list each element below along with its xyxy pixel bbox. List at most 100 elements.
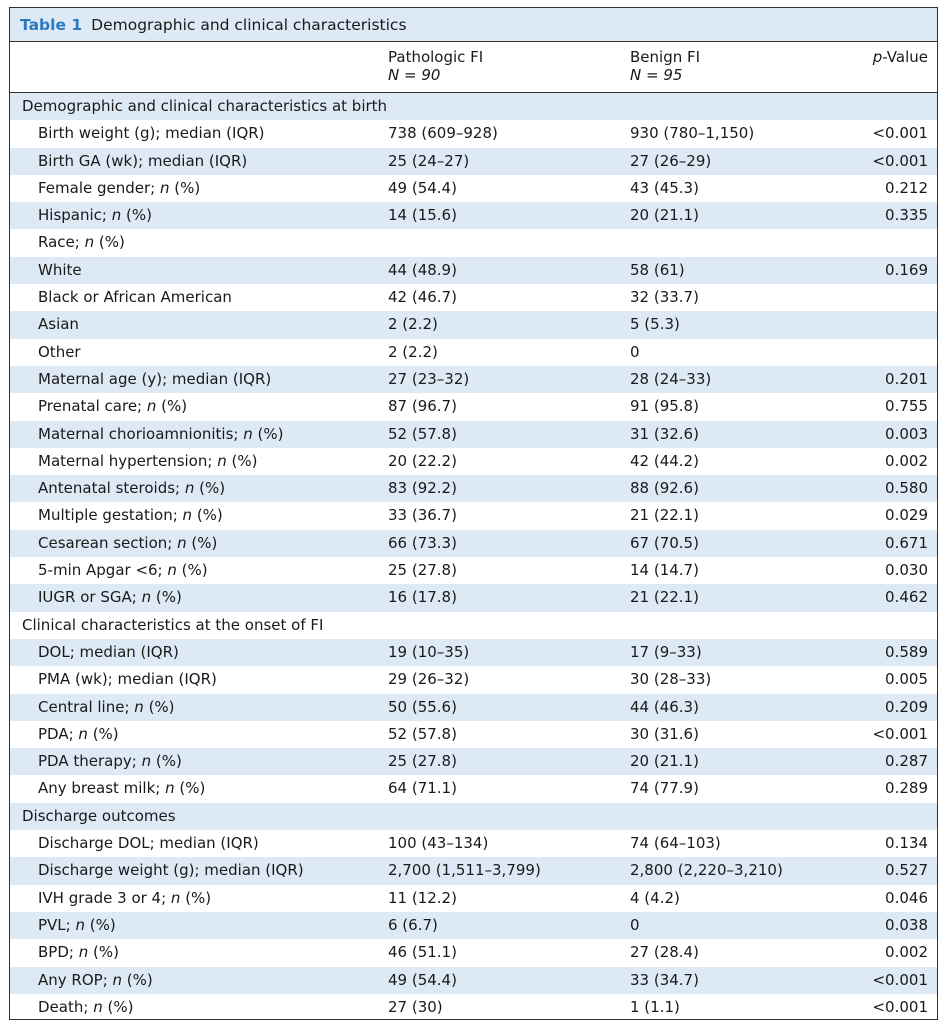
value-p: 0.002: [885, 451, 928, 470]
row-label-italic: n: [160, 178, 170, 197]
row-label-text: Death;: [38, 997, 94, 1016]
value-p: 0.005: [885, 670, 928, 689]
value-benign: 91 (95.8): [630, 397, 699, 416]
value-benign: 88 (92.6): [630, 479, 699, 498]
value-benign: 14 (14.7): [630, 561, 699, 580]
row-label-text: Black or African American: [38, 288, 232, 307]
header-pvalue-italic: p: [872, 48, 883, 66]
value-pathologic: 42 (46.7): [388, 288, 457, 307]
row-label-text: Cesarean section;: [38, 533, 178, 552]
value-p: 0.038: [885, 915, 928, 934]
table-row: Black or African American 42 (46.7) 32 (33…: [10, 284, 937, 311]
row-label-text: Hispanic;: [38, 206, 112, 225]
table-row: Central line; n (%) 50 (55.6) 44 (46.3) 0.2…: [10, 693, 937, 721]
table-row: White 44 (48.9) 58 (61) 0.169: [10, 256, 937, 285]
row-label-tail: (%): [151, 588, 182, 607]
value-p: 0.671: [885, 533, 928, 552]
row-label-tail: (%): [87, 724, 119, 743]
row-label: IVH grade 3 or 4; n (%): [38, 885, 211, 912]
row-label: IUGR or SGA; n (%): [38, 584, 182, 611]
header-pvalue-rest: -Value: [882, 48, 928, 66]
row-label-italic: n: [112, 970, 123, 989]
row-label-italic: n: [182, 506, 193, 525]
row-label: PDA; n (%): [38, 721, 119, 748]
value-pathologic: 2 (2.2): [388, 315, 438, 334]
value-pathologic: 50 (55.6): [388, 697, 457, 716]
value-benign: 42 (44.2): [630, 451, 699, 470]
header-pathologic-label: Pathologic FI: [388, 48, 484, 66]
row-label-tail: (%): [102, 997, 134, 1016]
value-pathologic: 27 (30): [388, 997, 443, 1016]
value-benign: 43 (45.3): [630, 178, 699, 197]
row-label-tail: (%): [143, 697, 175, 716]
row-label-text: Multiple gestation;: [38, 506, 183, 525]
row-label-italic: n: [184, 479, 195, 498]
value-pathologic: 2 (2.2): [388, 342, 438, 361]
value-p: 0.201: [885, 369, 928, 388]
value-benign: 30 (31.6): [630, 724, 699, 743]
table-row: PDA; n (%) 52 (57.8) 30 (31.6) <0.001: [10, 721, 937, 748]
row-label-tail: (%): [121, 206, 152, 225]
value-benign: 4 (4.2): [630, 888, 680, 907]
row-label: Discharge weight (g); median (IQR): [38, 857, 304, 884]
value-benign: 27 (28.4): [630, 943, 699, 962]
value-p: 0.169: [885, 260, 928, 279]
row-label: PMA (wk); median (IQR): [38, 666, 217, 693]
table-row: PMA (wk); median (IQR) 29 (26–32) 30 (28–3…: [10, 666, 937, 693]
row-label-italic: n: [141, 752, 152, 771]
row-label-tail: (%): [226, 451, 258, 470]
row-label-text: Any breast milk;: [38, 779, 166, 798]
value-benign: 0: [630, 342, 640, 361]
row-label-italic: n: [134, 697, 144, 716]
section-title: Clinical characteristics at the onset of…: [22, 612, 323, 639]
row-label-text: White: [38, 260, 82, 279]
value-p: 0.580: [885, 479, 928, 498]
value-pathologic: 100 (43–134): [388, 834, 489, 853]
value-p: 0.527: [885, 861, 928, 880]
row-label-italic: n: [111, 206, 122, 225]
value-benign: 930 (780–1,150): [630, 124, 755, 143]
value-benign: 32 (33.7): [630, 288, 699, 307]
value-pathologic: 738 (609–928): [388, 124, 498, 143]
row-label-italic: n: [141, 588, 152, 607]
table-row: Maternal hypertension; n (%) 20 (22.2) 42 …: [10, 448, 937, 475]
table-row: Race; n (%): [10, 229, 937, 256]
row-label-tail: (%): [156, 397, 188, 416]
row-label-text: Maternal age (y); median (IQR): [38, 369, 272, 388]
table-row: Hispanic; n (%) 14 (15.6) 20 (21.1) 0.335: [10, 202, 937, 230]
row-label-text: Other: [38, 342, 81, 361]
row-label-tail: (%): [151, 752, 182, 771]
row-label-italic: n: [177, 533, 187, 552]
value-pathologic: 25 (27.8): [388, 752, 457, 771]
section-title: Discharge outcomes: [22, 803, 176, 830]
row-label: Central line; n (%): [38, 694, 175, 721]
row-label-text: Maternal chorioamnionitis;: [38, 424, 244, 443]
table-row: Birth GA (wk); median (IQR) 25 (24–27) 27 …: [10, 147, 937, 175]
value-benign: 30 (28–33): [630, 670, 712, 689]
value-p: <0.001: [872, 124, 928, 143]
row-label-text: Any ROP;: [38, 970, 113, 989]
row-label-tail: (%): [252, 424, 284, 443]
row-label: Discharge DOL; median (IQR): [38, 830, 259, 857]
value-benign: 33 (34.7): [630, 970, 699, 989]
row-label-text: Female gender;: [38, 178, 160, 197]
value-benign: 74 (77.9): [630, 779, 699, 798]
value-pathologic: 14 (15.6): [388, 206, 457, 225]
row-label-text: 5-min Apgar <6;: [38, 561, 168, 580]
row-label-tail: (%): [88, 943, 119, 962]
value-pathologic: 64 (71.1): [388, 779, 457, 798]
value-pathologic: 27 (23–32): [388, 369, 470, 388]
table-row: Cesarean section; n (%) 66 (73.3) 67 (70.5…: [10, 529, 937, 558]
value-pathologic: 44 (48.9): [388, 260, 457, 279]
table-row: PVL; n (%) 6 (6.7) 0 0.038: [10, 911, 937, 940]
table-row: BPD; n (%) 46 (51.1) 27 (28.4) 0.002: [10, 939, 937, 966]
value-p: <0.001: [872, 970, 928, 989]
value-p: 0.029: [885, 506, 928, 525]
row-label-italic: n: [75, 915, 86, 934]
row-label: White: [38, 257, 82, 284]
value-p: 0.287: [885, 752, 928, 771]
row-label-text: Demographic and clinical characteristics…: [22, 97, 388, 115]
value-benign: 5 (5.3): [630, 315, 680, 334]
row-label: DOL; median (IQR): [38, 639, 179, 666]
table-label: Table 1: [20, 15, 83, 34]
